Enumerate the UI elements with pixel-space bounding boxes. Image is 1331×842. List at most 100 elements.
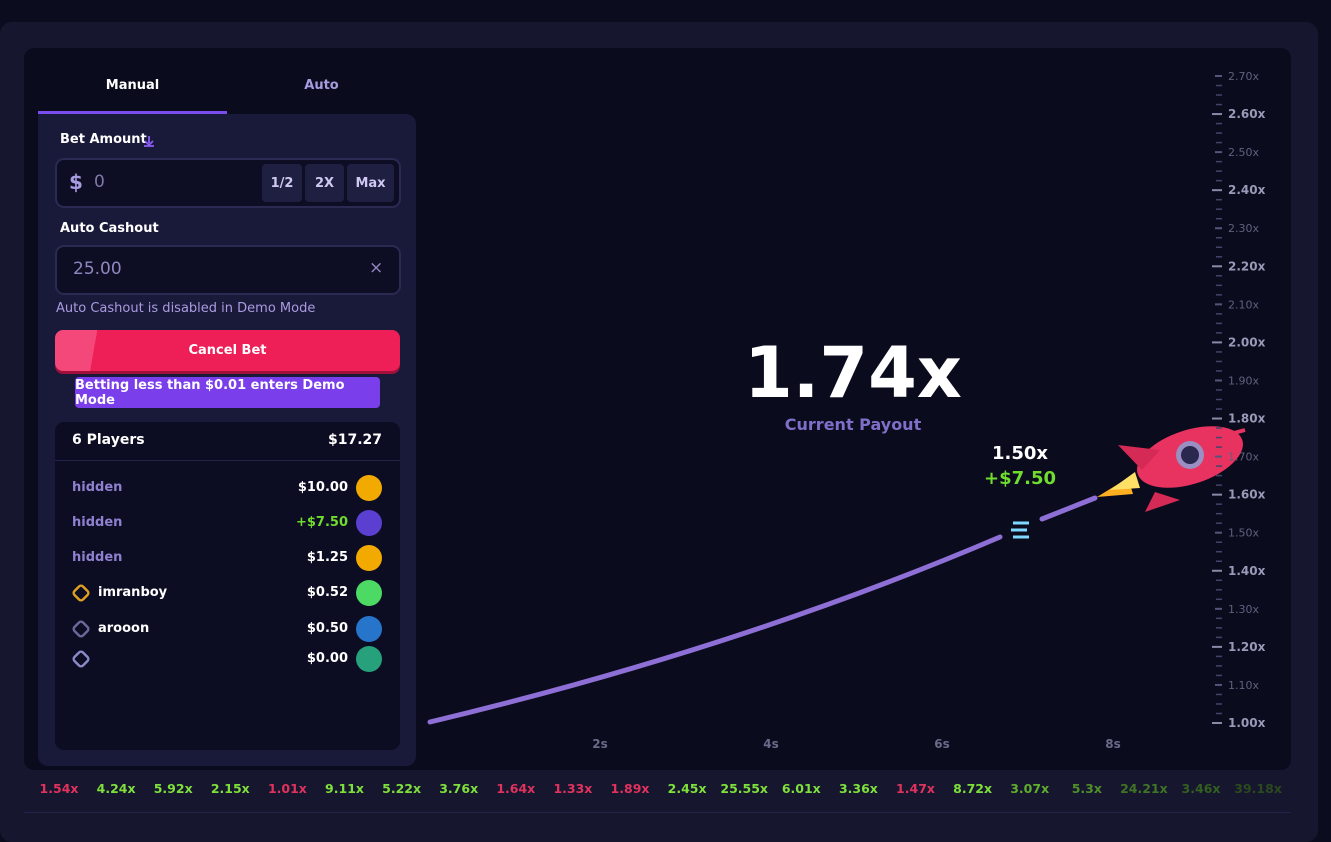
cancel-bet-button[interactable]: Cancel Bet — [55, 330, 400, 371]
players-box — [55, 422, 400, 750]
history-item: 5.92x — [153, 781, 193, 796]
auto-cashout-value: 25.00 — [73, 259, 122, 279]
tab-manual[interactable]: Manual — [105, 78, 160, 93]
payout-curve — [1039, 495, 1098, 522]
y-tick-label: 1.60x — [1228, 488, 1266, 502]
player-name: arooon — [98, 621, 150, 636]
players-divider — [55, 460, 400, 461]
y-tick-label: 1.90x — [1228, 374, 1259, 387]
player-row: imranboy $0.52 — [70, 580, 382, 606]
coin-icon — [356, 475, 382, 501]
player-amount: +$7.50 — [295, 515, 348, 530]
coin-icon — [356, 646, 382, 672]
player-amount: $10.00 — [297, 480, 348, 495]
history-item: 9.11x — [325, 781, 364, 796]
demo-banner-text: Betting less than $0.01 enters Demo Mode — [75, 377, 345, 408]
tab-auto[interactable]: Auto — [304, 78, 339, 93]
player-name: hidden — [72, 515, 123, 530]
auto-cashout-label: Auto Cashout — [60, 221, 159, 236]
clear-button[interactable]: × — [369, 258, 384, 278]
y-tick-label: 2.20x — [1228, 259, 1266, 273]
player-row: hidden $10.00 — [72, 475, 382, 501]
y-tick-label: 2.60x — [1228, 107, 1266, 121]
history-item: 25.55x — [720, 781, 768, 796]
cashout-icon — [1011, 521, 1029, 539]
y-tick-label: 2.00x — [1228, 335, 1266, 349]
y-tick-label: 2.30x — [1228, 222, 1259, 235]
bet-amount-value: 0 — [94, 172, 105, 192]
player-row: arooon $0.50 — [70, 616, 382, 642]
half-button[interactable]: 1/2 — [262, 164, 302, 202]
y-tick-label: 2.10x — [1228, 298, 1259, 311]
history-item: 5.22x — [382, 781, 422, 796]
auto-cashout-input[interactable] — [55, 245, 401, 295]
player-amount: $0.00 — [306, 651, 348, 666]
y-tick-label: 1.80x — [1228, 412, 1266, 426]
demo-banner: Betting less than $0.01 enters Demo Mode — [75, 377, 380, 408]
history-item: 2.15x — [210, 781, 250, 796]
tab-underline — [38, 111, 227, 114]
bet-amount-label: Bet Amount — [60, 132, 147, 147]
y-tick-label: 1.40x — [1228, 564, 1266, 578]
rocket — [1097, 426, 1246, 512]
currency-symbol: $ — [69, 170, 83, 194]
history-item: 1.54x — [39, 781, 79, 796]
players-total: $17.27 — [327, 432, 382, 448]
payout-curve — [427, 534, 1003, 725]
player-amount: $0.50 — [306, 621, 348, 636]
current-payout: 1.74x — [744, 332, 962, 414]
y-tick-label: 2.50x — [1228, 146, 1259, 159]
coin-icon — [356, 545, 382, 571]
player-row: hidden +$7.50 — [72, 510, 382, 536]
history-divider — [24, 812, 1291, 813]
x-tick-label: 8s — [1105, 737, 1121, 751]
y-tick-label: 1.00x — [1228, 716, 1266, 730]
y-tick-label: 2.40x — [1228, 183, 1266, 197]
double-button[interactable]: 2X — [305, 164, 344, 202]
history-item: 1.64x — [496, 781, 536, 796]
history-item: 24.21x — [1120, 781, 1168, 796]
history-item: 3.07x — [1010, 781, 1050, 796]
history-item: 5.3x — [1071, 781, 1102, 796]
history-item: 3.36x — [838, 781, 878, 796]
history-item: 3.46x — [1181, 781, 1221, 796]
coin-icon — [356, 616, 382, 642]
y-tick-label: 1.10x — [1228, 679, 1259, 692]
history-item: 3.76x — [439, 781, 479, 796]
history-item: 1.89x — [610, 781, 650, 796]
demo-icon — [144, 136, 154, 147]
coin-icon — [356, 510, 382, 536]
history-item: 6.01x — [781, 781, 821, 796]
history-item: 1.33x — [553, 781, 593, 796]
y-tick-label: 1.30x — [1228, 603, 1259, 616]
x-tick-label: 4s — [763, 737, 779, 751]
x-tick-label: 2s — [592, 737, 608, 751]
auto-cashout-note: Auto Cashout is disabled in Demo Mode — [56, 301, 316, 316]
chart: 1.74x Current Payout 1.50x +$7.50 1.00x 1… — [427, 70, 1266, 751]
player-row: hidden $1.25 — [72, 545, 382, 571]
player-row: $0.00 — [70, 646, 382, 672]
player-name: hidden — [72, 480, 123, 495]
coin-icon — [356, 580, 382, 606]
max-button[interactable]: Max — [347, 164, 394, 202]
history-item: 8.72x — [953, 781, 993, 796]
payout-caption: Current Payout — [785, 415, 922, 434]
cashout-multiplier: 1.50x — [992, 443, 1048, 464]
player-amount: $0.52 — [306, 585, 348, 600]
y-tick-label: 1.20x — [1228, 640, 1266, 654]
history-item: 1.01x — [267, 781, 307, 796]
page: Manual Auto Bet Amount $ 0 1/2 2X Max Au… — [0, 22, 1318, 842]
history-item: 2.45x — [667, 781, 707, 796]
cashout-profit: +$7.50 — [984, 468, 1056, 489]
history-item: 1.47x — [896, 781, 935, 796]
y-tick-label: 1.50x — [1228, 527, 1259, 540]
y-tick-label: 1.70x — [1228, 451, 1259, 464]
player-name: imranboy — [98, 585, 168, 600]
player-name: hidden — [72, 550, 123, 565]
x-tick-label: 6s — [934, 737, 950, 751]
players-count: 6 Players — [72, 432, 145, 448]
history-item: 39.18x — [1234, 781, 1282, 796]
player-amount: $1.25 — [306, 550, 348, 565]
y-tick-label: 2.70x — [1228, 70, 1259, 83]
history-item: 4.24x — [96, 781, 136, 796]
